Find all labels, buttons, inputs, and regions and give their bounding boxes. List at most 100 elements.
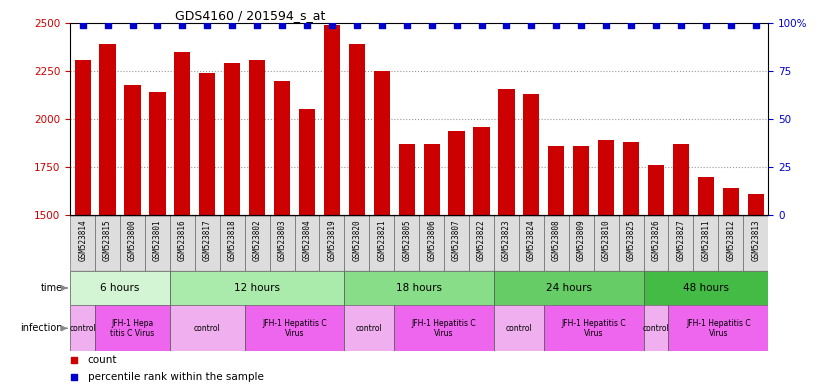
Bar — [220, 215, 244, 271]
Text: GSM523813: GSM523813 — [751, 220, 760, 261]
Bar — [469, 215, 494, 271]
Text: JFH-1 Hepatitis C
Virus: JFH-1 Hepatitis C Virus — [562, 319, 626, 338]
Bar — [449, 131, 465, 384]
Bar — [598, 140, 615, 384]
Bar — [295, 215, 320, 271]
Point — [250, 22, 263, 28]
Point — [575, 22, 588, 28]
Text: 12 hours: 12 hours — [234, 283, 280, 293]
Text: GSM523825: GSM523825 — [627, 220, 635, 261]
Bar — [523, 94, 539, 384]
Bar — [748, 194, 764, 384]
Point — [67, 374, 80, 380]
Point — [425, 22, 439, 28]
Bar — [473, 127, 490, 384]
Bar — [548, 146, 564, 384]
Bar — [274, 81, 290, 384]
Bar — [698, 177, 714, 384]
Text: GSM523804: GSM523804 — [302, 220, 311, 261]
Bar — [174, 52, 191, 384]
Text: 24 hours: 24 hours — [546, 283, 591, 293]
Text: GSM523803: GSM523803 — [278, 220, 287, 261]
Text: GSM523810: GSM523810 — [601, 220, 610, 261]
Bar — [244, 215, 269, 271]
Point — [674, 22, 687, 28]
Text: GSM523826: GSM523826 — [652, 220, 661, 261]
Bar — [95, 305, 170, 351]
Text: infection: infection — [20, 323, 63, 333]
Bar — [494, 215, 519, 271]
Point — [126, 22, 139, 28]
Bar — [519, 215, 544, 271]
Bar — [444, 215, 469, 271]
Text: GSM523808: GSM523808 — [552, 220, 561, 261]
Bar — [743, 215, 768, 271]
Text: GSM523817: GSM523817 — [203, 220, 211, 261]
Bar — [349, 44, 365, 384]
Bar — [424, 144, 439, 384]
Text: GSM523815: GSM523815 — [103, 220, 112, 261]
Bar — [373, 71, 390, 384]
Point — [375, 22, 388, 28]
Bar — [673, 144, 689, 384]
Bar — [719, 215, 743, 271]
Text: GSM523820: GSM523820 — [353, 220, 362, 261]
Bar — [170, 305, 244, 351]
Point — [500, 22, 513, 28]
Bar — [344, 305, 394, 351]
Text: GSM523824: GSM523824 — [527, 220, 536, 261]
Text: GSM523811: GSM523811 — [701, 220, 710, 261]
Bar — [544, 215, 569, 271]
Text: GSM523823: GSM523823 — [502, 220, 511, 261]
Text: GDS4160 / 201594_s_at: GDS4160 / 201594_s_at — [175, 9, 325, 22]
Point — [749, 22, 762, 28]
Bar — [419, 215, 444, 271]
Text: GSM523809: GSM523809 — [577, 220, 586, 261]
Text: 6 hours: 6 hours — [101, 283, 140, 293]
Text: JFH-1 Hepa
titis C Virus: JFH-1 Hepa titis C Virus — [111, 319, 154, 338]
Bar — [70, 271, 170, 305]
Bar — [224, 63, 240, 384]
Bar — [623, 142, 639, 384]
Text: control: control — [194, 324, 221, 333]
Bar — [249, 60, 265, 384]
Point — [76, 22, 89, 28]
Text: GSM523807: GSM523807 — [452, 220, 461, 261]
Bar — [498, 89, 515, 384]
Point — [176, 22, 189, 28]
Text: GSM523821: GSM523821 — [377, 220, 387, 261]
Point — [151, 22, 164, 28]
Bar — [195, 215, 220, 271]
Text: time: time — [40, 283, 63, 293]
Bar — [544, 305, 643, 351]
Bar — [619, 215, 643, 271]
Bar — [344, 215, 369, 271]
Bar — [394, 305, 494, 351]
Bar — [70, 215, 95, 271]
Text: GSM523818: GSM523818 — [228, 220, 237, 261]
Point — [600, 22, 613, 28]
Point — [67, 358, 80, 364]
Bar — [145, 215, 170, 271]
Text: JFH-1 Hepatitis C
Virus: JFH-1 Hepatitis C Virus — [686, 319, 751, 338]
Bar — [125, 85, 140, 384]
Point — [276, 22, 289, 28]
Text: GSM523802: GSM523802 — [253, 220, 262, 261]
Bar — [693, 215, 719, 271]
Text: GSM523827: GSM523827 — [676, 220, 686, 261]
Bar — [269, 215, 295, 271]
Text: JFH-1 Hepatitis C
Virus: JFH-1 Hepatitis C Virus — [412, 319, 477, 338]
Bar — [394, 215, 420, 271]
Bar — [299, 109, 316, 384]
Text: GSM523812: GSM523812 — [726, 220, 735, 261]
Bar — [723, 188, 739, 384]
Point — [400, 22, 413, 28]
Text: GSM523805: GSM523805 — [402, 220, 411, 261]
Bar — [344, 271, 494, 305]
Text: GSM523819: GSM523819 — [327, 220, 336, 261]
Text: control: control — [69, 324, 96, 333]
Text: GSM523814: GSM523814 — [78, 220, 88, 261]
Bar — [643, 271, 768, 305]
Bar — [399, 144, 415, 384]
Point — [649, 22, 662, 28]
